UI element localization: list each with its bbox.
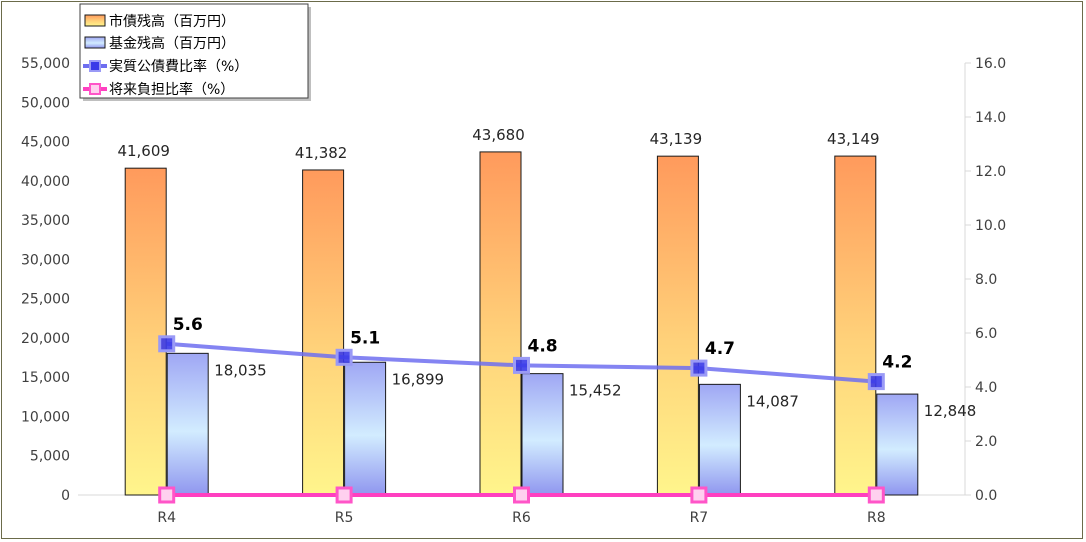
right-tick-label: 4.0	[975, 380, 997, 396]
left-tick-label: 50,000	[21, 95, 70, 111]
x-tick-label: R7	[690, 510, 709, 526]
x-tick-label: R5	[335, 510, 354, 526]
fund-bar	[166, 352, 209, 496]
future-burden-ratio-marker	[867, 486, 885, 504]
right-tick-label: 8.0	[975, 272, 997, 288]
debt-bar-label: 43,680	[472, 126, 525, 144]
legend-future-burden-marker	[89, 83, 101, 95]
x-tick-label: R6	[512, 510, 531, 526]
right-tick-label: 0.0	[975, 488, 997, 504]
debt-service-ratio-label: 4.7	[705, 339, 735, 359]
debt-bar	[656, 155, 699, 496]
fund-bar	[698, 383, 741, 496]
left-tick-label: 55,000	[21, 56, 70, 72]
debt-bar-label: 41,609	[117, 142, 170, 160]
left-tick-label: 15,000	[21, 370, 70, 386]
debt-bar-label: 43,149	[827, 130, 880, 148]
debt-bar	[479, 151, 522, 496]
debt-bar	[834, 155, 877, 496]
right-tick-label: 12.0	[975, 164, 1006, 180]
fund-bar-label: 15,452	[569, 382, 622, 400]
x-tick-label: R4	[157, 510, 176, 526]
legend-label: 将来負担比率（%）	[109, 81, 234, 98]
debt-service-ratio-label: 5.6	[173, 315, 203, 335]
fund-bar	[876, 393, 919, 496]
legend-label: 実質公債費比率（%）	[109, 58, 248, 75]
left-tick-label: 35,000	[21, 213, 70, 229]
right-tick-label: 16.0	[975, 56, 1006, 72]
fund-bar	[521, 373, 564, 496]
left-tick-label: 45,000	[21, 135, 70, 151]
fund-bar-label: 12,848	[924, 402, 977, 420]
fund-bar-label: 18,035	[214, 361, 267, 379]
debt-bar	[124, 167, 167, 496]
debt-service-ratio-label: 5.1	[350, 328, 380, 348]
debt-service-ratio-marker	[690, 359, 708, 377]
legend-label: 基金残高（百万円）	[109, 35, 235, 52]
left-tick-label: 5,000	[30, 449, 70, 465]
debt-service-ratio-label: 4.2	[882, 353, 912, 373]
debt-service-ratio-marker	[513, 356, 530, 374]
debt-bar-label: 41,382	[295, 144, 348, 162]
x-tick-label: R8	[867, 510, 886, 526]
legend-fund-swatch	[84, 36, 106, 49]
future-burden-ratio-marker	[513, 486, 530, 504]
legend-debt-service-marker	[89, 60, 101, 72]
debt-bar-label: 43,139	[650, 130, 703, 148]
legend-label: 市債残高（百万円）	[109, 13, 235, 30]
legend-box	[79, 3, 309, 99]
debt-service-ratio-marker	[158, 335, 176, 353]
right-tick-label: 2.0	[975, 434, 997, 450]
debt-bar	[302, 169, 345, 496]
debt-service-ratio-marker	[335, 348, 353, 366]
future-burden-ratio-marker	[158, 486, 176, 504]
left-tick-label: 30,000	[21, 252, 70, 268]
left-tick-label: 0	[61, 488, 70, 504]
left-tick-label: 40,000	[21, 174, 70, 190]
legend: 市債残高（百万円） 基金残高（百万円） 実質公債費比率（%） 将来負担比率（%）	[79, 3, 311, 101]
fund-bar-label: 16,899	[392, 370, 445, 388]
left-tick-label: 10,000	[21, 409, 70, 425]
debt-service-ratio-marker	[867, 373, 885, 391]
right-tick-label: 10.0	[975, 218, 1006, 234]
debt-service-ratio-label: 4.8	[528, 336, 558, 356]
right-tick-label: 14.0	[975, 110, 1006, 126]
future-burden-ratio-marker	[335, 486, 353, 504]
left-tick-label: 20,000	[21, 331, 70, 347]
left-tick-label: 25,000	[21, 292, 70, 308]
legend-debt-swatch	[84, 14, 106, 27]
right-tick-label: 6.0	[975, 326, 997, 342]
fund-bar-label: 14,087	[746, 392, 799, 410]
fund-bar	[344, 361, 387, 496]
future-burden-ratio-marker	[690, 486, 708, 504]
